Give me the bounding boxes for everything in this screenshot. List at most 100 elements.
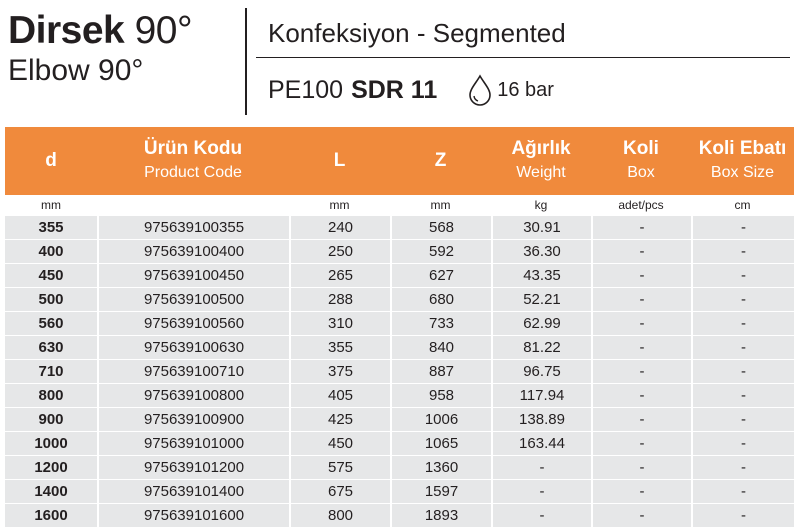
- cell-l: 375: [289, 360, 390, 384]
- unit-cell: [97, 195, 289, 216]
- cell-d: 355: [5, 216, 97, 240]
- table-row: 560 975639100560 310 733 62.99- -: [5, 312, 794, 336]
- cell-box-size: -: [691, 312, 794, 336]
- cell-box-size: -: [691, 504, 794, 528]
- cell-box: -: [591, 240, 691, 264]
- cell-z: 592: [390, 240, 491, 264]
- product-table: d Ürün Kodu Product Code L Z Ağırlık Weigh…: [5, 127, 794, 528]
- page-subtitle: Elbow 90°: [8, 54, 144, 87]
- horizontal-divider: [256, 57, 790, 58]
- cell-product-code: 975639100710: [97, 360, 289, 384]
- cell-z: 958: [390, 384, 491, 408]
- cell-box: -: [591, 288, 691, 312]
- cell-box-size: -: [691, 264, 794, 288]
- cell-d: 450: [5, 264, 97, 288]
- cell-z: 840: [390, 336, 491, 360]
- cell-box: -: [591, 480, 691, 504]
- title-block: Dirsek 90° Elbow 90°: [8, 10, 193, 88]
- unit-cell: mm: [390, 195, 491, 216]
- cell-weight: 43.35: [491, 264, 591, 288]
- spec-line: PE100 SDR 11 16 bar: [268, 74, 554, 106]
- cell-weight: 36.30: [491, 240, 591, 264]
- cell-z: 887: [390, 360, 491, 384]
- cell-product-code: 975639101600: [97, 504, 289, 528]
- material-label: PE100: [268, 75, 344, 104]
- cell-weight: -: [491, 504, 591, 528]
- cell-weight: 62.99: [491, 312, 591, 336]
- cell-z: 1360: [390, 456, 491, 480]
- col-header-l: L: [289, 127, 390, 195]
- cell-weight: 30.91: [491, 216, 591, 240]
- cell-box: -: [591, 408, 691, 432]
- unit-cell: mm: [5, 195, 97, 216]
- cell-box-size: -: [691, 408, 794, 432]
- col-header-box: Koli Box: [591, 127, 691, 195]
- cell-d: 1000: [5, 432, 97, 456]
- cell-z: 733: [390, 312, 491, 336]
- cell-z: 680: [390, 288, 491, 312]
- cell-d: 630: [5, 336, 97, 360]
- cell-l: 405: [289, 384, 390, 408]
- table-row: 1000 975639101000 450 1065 163.44- -: [5, 432, 794, 456]
- cell-product-code: 975639101200: [97, 456, 289, 480]
- col-header-d: d: [5, 127, 97, 195]
- unit-cell: cm: [691, 195, 794, 216]
- cell-z: 1065: [390, 432, 491, 456]
- cell-box-size: -: [691, 336, 794, 360]
- cell-d: 900: [5, 408, 97, 432]
- cell-d: 710: [5, 360, 97, 384]
- sdr-label: SDR 11: [351, 75, 438, 104]
- cell-box: -: [591, 360, 691, 384]
- cell-product-code: 975639101400: [97, 480, 289, 504]
- cell-box: -: [591, 384, 691, 408]
- cell-box: -: [591, 216, 691, 240]
- cell-d: 1200: [5, 456, 97, 480]
- cell-d: 1600: [5, 504, 97, 528]
- cell-d: 400: [5, 240, 97, 264]
- cell-product-code: 975639100800: [97, 384, 289, 408]
- cell-box: -: [591, 336, 691, 360]
- cell-box: -: [591, 312, 691, 336]
- cell-d: 1400: [5, 480, 97, 504]
- cell-l: 310: [289, 312, 390, 336]
- cell-box-size: -: [691, 216, 794, 240]
- col-header-weight: Ağırlık Weight: [491, 127, 591, 195]
- table-row: 710 975639100710 375 887 96.75- -: [5, 360, 794, 384]
- cell-product-code: 975639100450: [97, 264, 289, 288]
- cell-weight: 163.44: [491, 432, 591, 456]
- product-type: Konfeksiyon - Segmented: [268, 18, 566, 48]
- unit-cell: mm: [289, 195, 390, 216]
- col-header-box-size: Koli Ebatı Box Size: [691, 127, 794, 195]
- unit-cell: kg: [491, 195, 591, 216]
- table-row: 355 975639100355 240 568 30.91- -: [5, 216, 794, 240]
- cell-product-code: 975639100560: [97, 312, 289, 336]
- cell-z: 1006: [390, 408, 491, 432]
- cell-product-code: 975639100500: [97, 288, 289, 312]
- cell-d: 800: [5, 384, 97, 408]
- cell-l: 675: [289, 480, 390, 504]
- cell-box-size: -: [691, 240, 794, 264]
- cell-z: 1597: [390, 480, 491, 504]
- table-row: 800 975639100800 405 958 117.94- -: [5, 384, 794, 408]
- unit-cell: adet/pcs: [591, 195, 691, 216]
- page-title: Dirsek 90°: [8, 10, 193, 52]
- cell-product-code: 975639100630: [97, 336, 289, 360]
- table-row: 450 975639100450 265 627 43.35- -: [5, 264, 794, 288]
- vertical-divider: [245, 8, 247, 115]
- cell-product-code: 975639100355: [97, 216, 289, 240]
- cell-l: 425: [289, 408, 390, 432]
- table-row: 630 975639100630 355 840 81.22- -: [5, 336, 794, 360]
- cell-product-code: 975639100400: [97, 240, 289, 264]
- table-row: 900 975639100900 425 1006 138.89- -: [5, 408, 794, 432]
- cell-l: 450: [289, 432, 390, 456]
- cell-z: 1893: [390, 504, 491, 528]
- cell-weight: -: [491, 480, 591, 504]
- cell-box-size: -: [691, 480, 794, 504]
- cell-weight: 81.22: [491, 336, 591, 360]
- col-header-product-code: Ürün Kodu Product Code: [97, 127, 289, 195]
- cell-box-size: -: [691, 456, 794, 480]
- cell-l: 250: [289, 240, 390, 264]
- cell-d: 500: [5, 288, 97, 312]
- cell-d: 560: [5, 312, 97, 336]
- cell-box: -: [591, 456, 691, 480]
